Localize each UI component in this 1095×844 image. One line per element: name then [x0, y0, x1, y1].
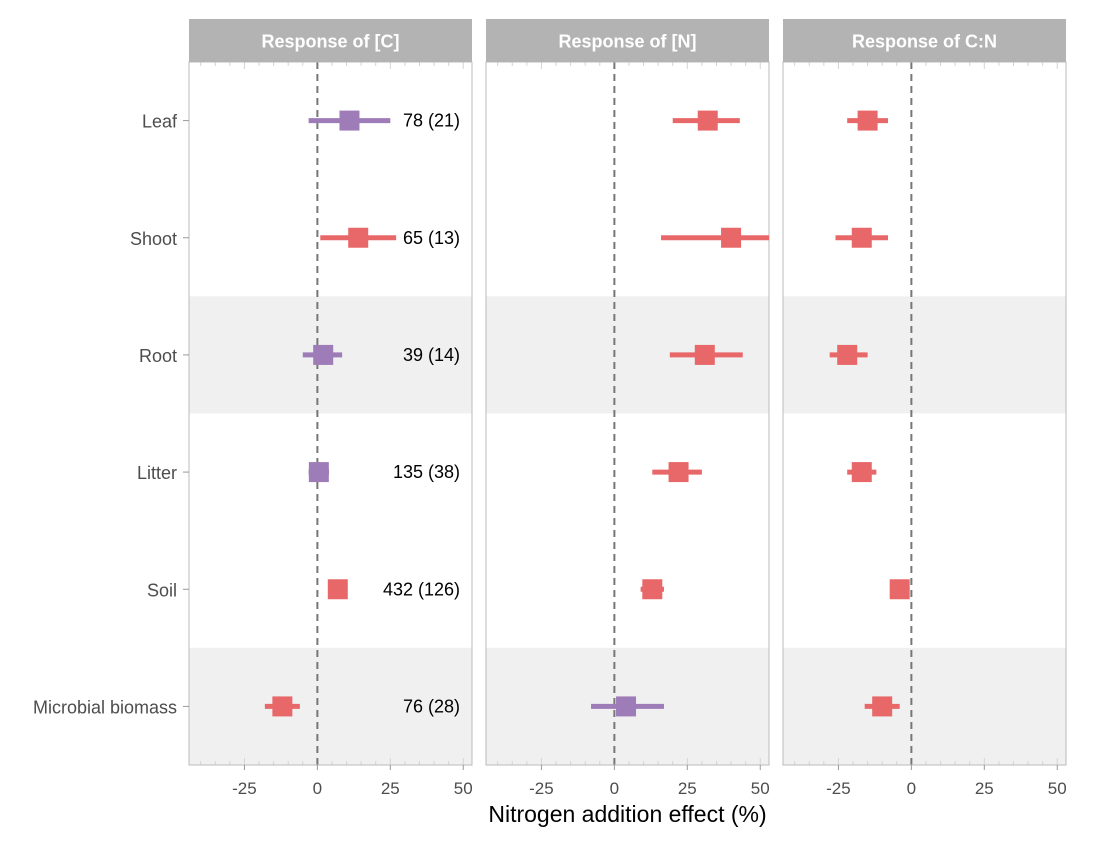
- point-estimate-soil: [642, 579, 663, 600]
- x-tick-label: 50: [1048, 779, 1067, 798]
- point-estimate-litter: [308, 462, 329, 483]
- point-estimate-shoot: [851, 227, 872, 248]
- point-estimate-leaf: [339, 110, 360, 131]
- panel-strip: [486, 19, 769, 62]
- panel-strip: [783, 19, 1066, 62]
- point-estimate-microbial-biomass: [872, 696, 893, 717]
- category-label-microbial-biomass: Microbial biomass: [33, 697, 177, 717]
- panel-title: Response of C:N: [852, 32, 997, 52]
- x-tick-label: 25: [975, 779, 994, 798]
- point-estimate-microbial-biomass: [616, 696, 637, 717]
- point-estimate-soil: [889, 579, 910, 600]
- x-tick-label: -25: [826, 779, 851, 798]
- point-estimate-shoot: [348, 227, 369, 248]
- category-label-litter: Litter: [137, 463, 177, 483]
- point-estimate-shoot: [721, 227, 742, 248]
- category-label-soil: Soil: [147, 580, 177, 600]
- sample-size-label: 78 (21): [403, 111, 460, 131]
- x-tick-label: -25: [529, 779, 554, 798]
- point-estimate-leaf: [857, 110, 878, 131]
- point-estimate-soil: [327, 579, 348, 600]
- point-estimate-microbial-biomass: [272, 696, 293, 717]
- x-tick-label: -25: [232, 779, 257, 798]
- sample-size-label: 135 (38): [393, 462, 460, 482]
- row-shade: [783, 296, 1066, 414]
- sample-size-label: 65 (13): [403, 228, 460, 248]
- category-label-shoot: Shoot: [130, 229, 177, 249]
- x-tick-label: 0: [907, 779, 916, 798]
- category-label-root: Root: [139, 346, 177, 366]
- panel-title: Response of [C]: [261, 32, 399, 52]
- row-shade: [189, 647, 472, 765]
- x-tick-label: 0: [313, 779, 322, 798]
- sample-size-label: 39 (14): [403, 345, 460, 365]
- x-tick-label: 0: [610, 779, 619, 798]
- sample-size-label: 432 (126): [383, 579, 460, 599]
- point-estimate-leaf: [697, 110, 718, 131]
- panel-strip: [189, 19, 472, 62]
- x-tick-label: 50: [751, 779, 770, 798]
- x-tick-label: 25: [381, 779, 400, 798]
- sample-size-label: 76 (28): [403, 696, 460, 716]
- x-tick-label: 25: [678, 779, 697, 798]
- x-axis-title: Nitrogen addition effect (%): [488, 801, 766, 827]
- x-tick-label: 50: [454, 779, 473, 798]
- panel-title: Response of [N]: [558, 32, 696, 52]
- point-estimate-root: [694, 344, 715, 365]
- point-estimate-root: [837, 344, 858, 365]
- point-estimate-root: [313, 344, 334, 365]
- row-shade: [783, 647, 1066, 765]
- point-estimate-litter: [668, 462, 689, 483]
- point-estimate-litter: [851, 462, 872, 483]
- category-label-leaf: Leaf: [142, 112, 178, 132]
